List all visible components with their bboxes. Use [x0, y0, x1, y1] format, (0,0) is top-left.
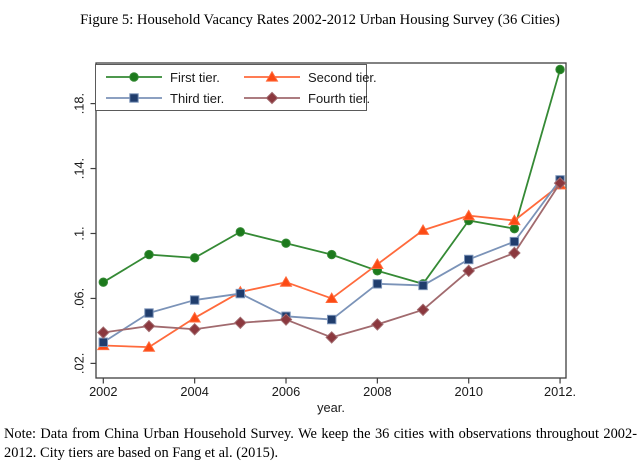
- legend-entry-third-tier: Third tier.: [105, 89, 243, 108]
- data-point-diamond-icon: [234, 316, 247, 330]
- legend-label-second-tier: Second tier.: [308, 69, 377, 85]
- data-point-triangle-icon: [370, 258, 384, 269]
- data-point-circle-icon: [555, 64, 565, 75]
- data-point-diamond-icon: [188, 322, 201, 336]
- y-tick-label: .02.: [72, 353, 87, 374]
- x-tick-label: 2008: [363, 384, 391, 399]
- legend-entry-first-tier: First tier.: [105, 68, 243, 87]
- data-point-circle-icon: [98, 277, 109, 287]
- data-point-triangle-icon: [325, 292, 339, 304]
- y-tick-label: .06.: [72, 288, 87, 309]
- data-point-diamond-icon: [142, 319, 156, 333]
- legend-label-first-tier: First tier.: [170, 69, 220, 85]
- legend-entry-fourth-tier: Fourth tier.: [243, 89, 377, 108]
- data-point-square-icon: [372, 279, 383, 289]
- first-tier-line-circle-icon: [106, 72, 162, 82]
- data-point-circle-icon: [144, 249, 154, 260]
- data-point-square-icon: [418, 280, 428, 291]
- legend-label-fourth-tier: Fourth tier.: [308, 90, 371, 106]
- figure-note: Note: Data from China Urban Household Su…: [4, 426, 637, 462]
- second-tier-line-triangle-icon: [244, 70, 300, 82]
- x-tick-label: 2010: [454, 384, 482, 399]
- data-point-triangle-icon: [188, 311, 202, 323]
- data-point-diamond-icon: [462, 264, 476, 278]
- data-point-square-icon: [509, 236, 520, 247]
- data-point-square-icon: [235, 288, 246, 299]
- data-point-triangle-icon: [462, 209, 476, 221]
- x-tick-label: 2004: [180, 384, 208, 399]
- data-point-circle-icon: [189, 253, 200, 263]
- x-tick-label: 2006: [272, 384, 300, 399]
- data-point-circle-icon: [326, 249, 337, 260]
- data-point-triangle-icon: [508, 214, 521, 226]
- data-point-triangle-icon: [142, 340, 156, 352]
- third-tier-line-square-icon: [106, 93, 162, 103]
- data-point-square-icon: [326, 314, 337, 325]
- data-point-circle-icon: [509, 223, 520, 234]
- series-line-4: [103, 182, 561, 339]
- figure-title: Figure 5: Household Vacancy Rates 2002-2…: [80, 12, 560, 28]
- y-tick-label: .18.: [72, 93, 87, 114]
- data-point-diamond-icon: [279, 313, 293, 326]
- data-point-square-icon: [189, 295, 200, 305]
- fourth-tier-line-diamond-icon: [244, 91, 300, 105]
- x-tick-label: 2012.: [544, 384, 576, 399]
- y-tick-label: .14.: [72, 158, 87, 179]
- data-point-diamond-icon: [416, 303, 430, 317]
- y-tick-label: .1.: [72, 226, 87, 240]
- data-point-circle-icon: [281, 238, 291, 248]
- data-point-diamond-icon: [325, 331, 338, 344]
- x-axis-title: year.: [317, 400, 345, 415]
- legend-label-third-tier: Third tier.: [170, 90, 225, 106]
- x-tick-label: 2002: [89, 384, 117, 399]
- data-point-square-icon: [98, 337, 109, 347]
- data-point-triangle-icon: [416, 223, 430, 235]
- data-point-square-icon: [144, 308, 154, 318]
- data-point-diamond-icon: [508, 246, 521, 260]
- data-point-triangle-icon: [279, 275, 293, 287]
- data-point-diamond-icon: [553, 176, 567, 190]
- data-point-square-icon: [464, 254, 474, 265]
- data-point-diamond-icon: [97, 326, 110, 339]
- data-point-circle-icon: [235, 227, 246, 237]
- data-point-diamond-icon: [371, 318, 384, 331]
- plot-frame: [95, 62, 567, 379]
- chart-legend: First tier. Second tier. Third tier. Fou…: [95, 64, 377, 111]
- legend-entry-second-tier: Second tier.: [243, 68, 377, 87]
